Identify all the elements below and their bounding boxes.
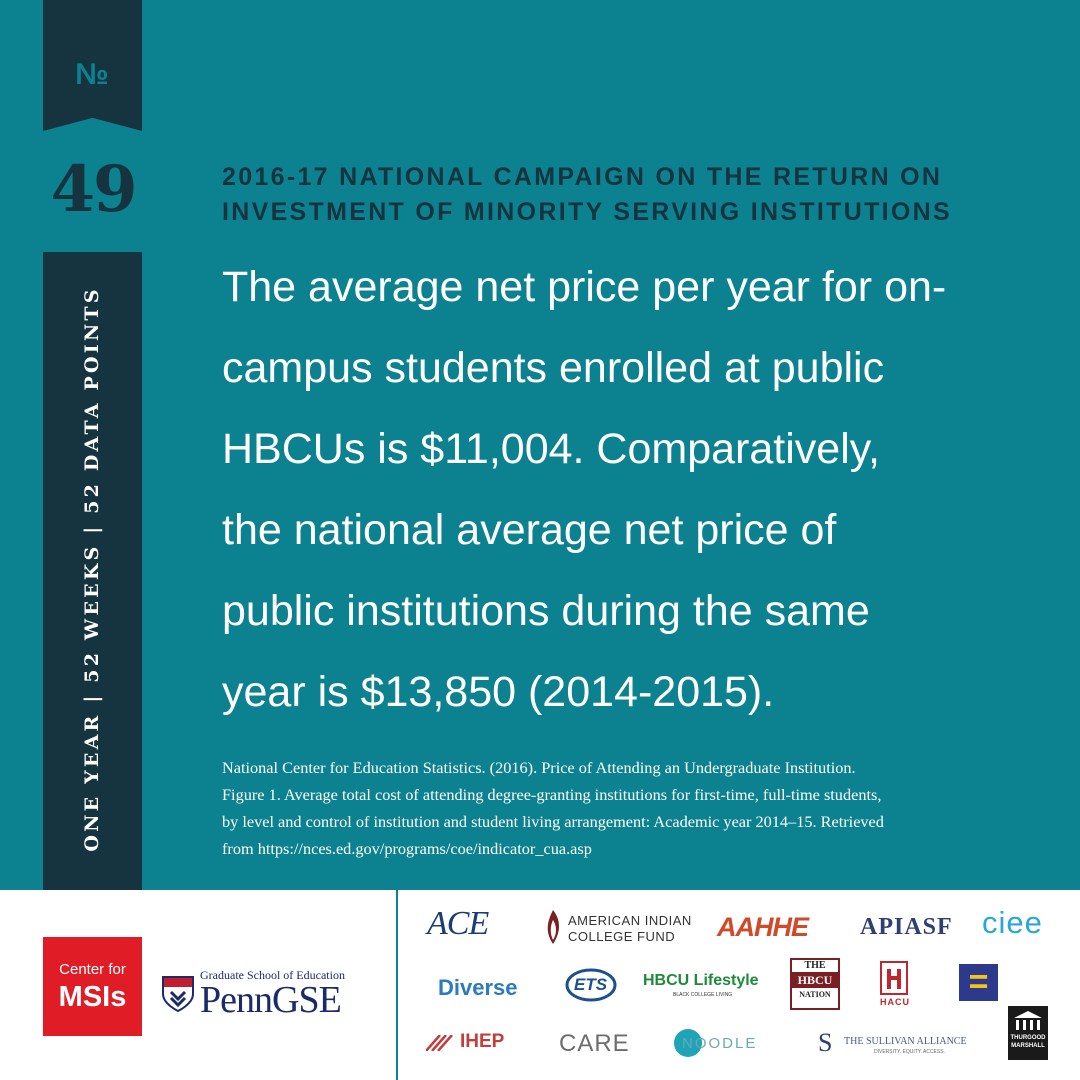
statement-line: year is $13,850 (2014-2015).: [222, 668, 775, 716]
statement-line: public institutions during the same: [222, 587, 870, 635]
aicf-line1: AMERICAN INDIAN: [568, 913, 692, 928]
aahhe-logo: AAHHE: [717, 912, 809, 943]
number-ribbon: [43, 0, 142, 131]
side-caption: ONE YEAR | 52 WEEKS | 52 DATA POINTS: [81, 286, 103, 852]
apiasf-logo: APIASF: [860, 914, 953, 941]
msi-logo-big-text: MSIs: [58, 981, 127, 1013]
source-citation: National Center for Education Statistics…: [222, 754, 1022, 862]
hbcu-nation-logo: THE HBCU NATION: [790, 958, 840, 1010]
number-sign: №: [75, 58, 110, 91]
citation-line: Figure 1. Average total cost of attendin…: [222, 785, 882, 804]
tmcf-line2: MARSHALL: [1011, 1043, 1045, 1049]
statement-line: the national average net price of: [222, 506, 837, 554]
hrc-logo: =: [959, 964, 998, 1001]
sullivan-alliance-logo: S THE SULLIVAN ALLIANCE DIVERSITY. EQUIT…: [818, 1028, 968, 1058]
apiasf-text: APIASF: [860, 914, 953, 940]
sullivan-s-icon: S: [818, 1028, 833, 1057]
footer-divider: [396, 890, 398, 1080]
hbcu-nation-line2: HBCU: [792, 972, 838, 988]
columns-icon: [1014, 1011, 1042, 1030]
penn-gse-subtitle: Graduate School of Education: [200, 968, 345, 982]
penn-word: Penn: [200, 979, 273, 1021]
ihep-stripes-icon: [426, 1035, 453, 1051]
aahhe-text: AAHHE: [717, 912, 809, 942]
noodle-text: NOODLE: [682, 1035, 758, 1052]
ciee-text: ciee: [982, 905, 1043, 940]
tmcf-line1: THURGOOD: [1010, 1035, 1046, 1041]
care-logo: CARE: [559, 1030, 630, 1058]
noodle-circle-icon: [674, 1029, 702, 1057]
penn-shield-icon: [162, 976, 194, 1012]
citation-line: from https://nces.ed.gov/programs/coe/in…: [222, 839, 592, 858]
ets-ring-icon: [565, 968, 617, 1002]
penn-gse-wordmark: PennGSE: [200, 978, 342, 1022]
ets-logo: ETS: [565, 967, 617, 1003]
center-for-msis-logo: Center for MSIs: [43, 937, 142, 1036]
diverse-text: Diverse: [438, 975, 518, 1000]
ace-text: ACE: [427, 905, 489, 942]
hacu-logo: HACU: [880, 961, 910, 1009]
hacu-text: HACU: [880, 997, 910, 1007]
sullivan-subtext: DIVERSITY. EQUITY. ACCESS.: [874, 1049, 945, 1055]
penn-gse-logo: Graduate School of Education PennGSE: [162, 968, 372, 1021]
campaign-heading: 2016-17 NATIONAL CAMPAIGN ON THE RETURN …: [222, 160, 1022, 230]
thurgood-marshall-logo: THURGOOD MARSHALL: [1008, 1006, 1048, 1060]
sullivan-text: THE SULLIVAN ALLIANCE: [844, 1036, 967, 1047]
ciee-logo: ciee: [982, 905, 1043, 941]
aicf-line2: COLLEGE FUND: [568, 929, 676, 944]
citation-line: by level and control of institution and …: [222, 812, 884, 831]
ace-logo: ACE: [427, 905, 489, 943]
teal-panel: [0, 0, 1080, 890]
care-text: CARE: [559, 1030, 630, 1057]
hbcu-nation-line1: THE: [804, 960, 826, 971]
heading-line: INVESTMENT OF MINORITY SERVING INSTITUTI…: [222, 198, 952, 226]
gse-word: GSE: [272, 979, 342, 1021]
statement-line: HBCUs is $11,004. Comparatively,: [222, 425, 880, 473]
side-banner: [43, 252, 142, 890]
heading-line: 2016-17 NATIONAL CAMPAIGN ON THE RETURN …: [222, 163, 943, 191]
hbcu-nation-line3: NATION: [799, 990, 831, 999]
hbcu-lifestyle-logo: HBCU Lifestyle BLACK COLLEGE LIVING: [643, 972, 763, 1002]
data-point-number: 49: [50, 152, 137, 227]
ihep-text: IHEP: [460, 1031, 505, 1052]
diverse-logo: Diverse: [438, 975, 518, 1001]
flame-icon: [547, 910, 559, 944]
ets-text: ETS: [574, 975, 608, 994]
ihep-logo: IHEP: [426, 1031, 526, 1057]
noodle-logo: NOODLE: [674, 1028, 774, 1058]
statement-line: campus students enrolled at public: [222, 344, 885, 392]
msi-logo-small-text: Center for: [59, 961, 126, 978]
hbcu-lifestyle-text: HBCU Lifestyle: [643, 972, 759, 989]
american-indian-college-fund-logo: AMERICAN INDIAN COLLEGE FUND: [543, 910, 703, 944]
main-statement: The average net price per year for on- c…: [222, 247, 1022, 733]
citation-line: National Center for Education Statistics…: [222, 758, 856, 777]
hbcu-lifestyle-subtext: BLACK COLLEGE LIVING: [673, 992, 733, 998]
statement-line: The average net price per year for on-: [222, 263, 947, 311]
hrc-equals-icon: =: [968, 963, 989, 1001]
hacu-emblem-icon: [880, 961, 908, 995]
